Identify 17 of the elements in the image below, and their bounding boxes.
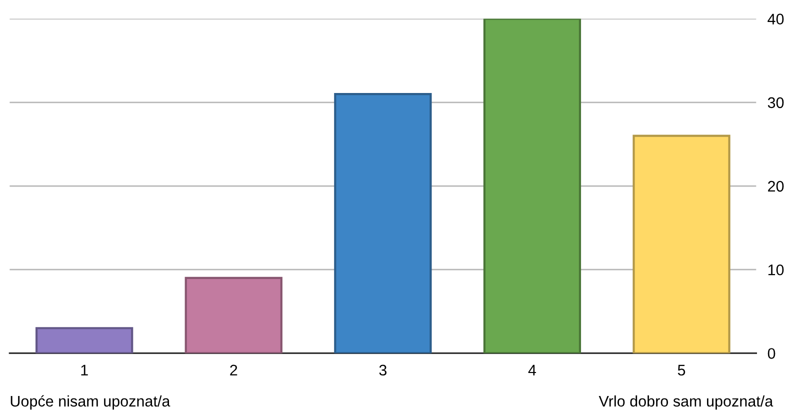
- bar: [632, 134, 730, 354]
- text: Uopće nisam upoznat/a: [10, 395, 170, 410]
- y-tick-label: 20: [768, 180, 784, 192]
- y-tick-label: 30: [768, 97, 784, 108]
- bar: [184, 276, 282, 354]
- y-tick-label: 40: [768, 14, 784, 24]
- x-tick-label: 5: [678, 364, 686, 376]
- y-tick-label: 10: [768, 264, 784, 276]
- x-tick-label: 4: [528, 364, 536, 376]
- bar: [36, 327, 134, 354]
- x-tick-label: 3: [379, 364, 386, 376]
- text: Vrlo dobro sam upoznat/a: [598, 395, 774, 410]
- x-tick-label: 1: [81, 364, 88, 376]
- x-tick-label: 2: [230, 364, 238, 376]
- bar: [334, 93, 432, 354]
- y-tick-label: 0: [768, 348, 776, 359]
- bar: [483, 18, 582, 354]
